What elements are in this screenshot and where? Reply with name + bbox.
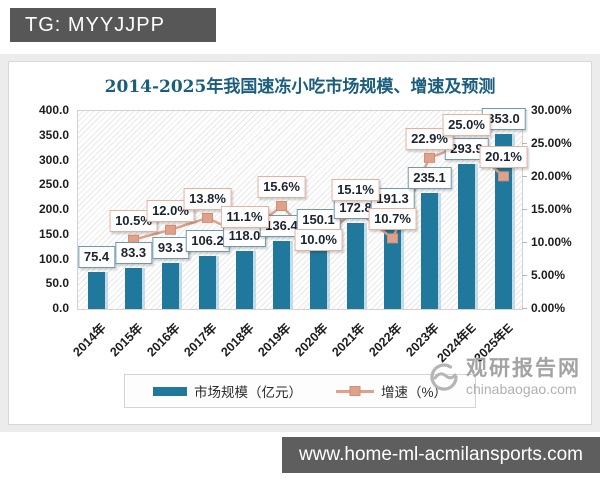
growth-marker	[424, 152, 435, 163]
growth-marker	[387, 233, 398, 244]
market-size-bar	[88, 271, 105, 309]
growth-value-label: 22.9%	[405, 127, 454, 150]
growth-value-label: 13.8%	[183, 187, 232, 210]
legend-label-growth: 增速（%）	[380, 385, 448, 400]
y-axis-right-tick: 30.00%	[531, 103, 572, 117]
y-axis-right-tickmark	[522, 143, 527, 144]
y-axis-left-tick: 200.0	[38, 202, 69, 216]
y-axis-right-tickmark	[522, 176, 527, 177]
market-size-bar	[199, 256, 216, 309]
chart-card: 2014-2025年我国速冻小吃市场规模、增速及预测 75.4 83.3 93.3 1…	[0, 54, 600, 432]
legend-item-growth: 增速（%）	[335, 381, 448, 401]
growth-value-label: 25.0%	[442, 114, 491, 136]
market-size-bar	[162, 262, 179, 309]
market-size-bar	[347, 223, 364, 309]
growth-value-label: 12.0%	[146, 199, 195, 222]
y-axis-right-tickmark	[522, 275, 527, 276]
y-axis-right-tickmark	[522, 242, 527, 243]
bar-value-label: 235.1	[407, 166, 452, 189]
growth-marker	[165, 224, 176, 235]
market-size-bar	[458, 163, 475, 309]
growth-value-label: 11.1%	[220, 205, 269, 228]
growth-value-label: 10.7%	[368, 208, 417, 231]
bar-value-label: 353.0	[481, 108, 526, 131]
y-axis-left-tick: 0.0	[52, 301, 69, 315]
y-axis-left-tick: 350.0	[38, 127, 69, 142]
chart-panel: 2014-2025年我国速冻小吃市场规模、增速及预测 75.4 83.3 93.3 1…	[8, 61, 592, 425]
y-axis-left-tick: 50.0	[45, 276, 69, 291]
y-axis-right-tick: 15.00%	[531, 202, 572, 216]
growth-marker	[276, 201, 287, 212]
bar-series-swatch-icon	[152, 386, 187, 396]
site-url-bar: www.home-ml-acmilansports.com	[282, 437, 600, 473]
line-marker-icon	[349, 386, 361, 396]
y-axis-right-tick: 0.00%	[531, 301, 566, 315]
watermark: 观研报告网 chinabaogao.com	[428, 357, 581, 397]
watermark-domain: chinabaogao.com	[466, 381, 577, 397]
legend: 市场规模（亿元） 增速（%）	[123, 374, 477, 408]
plot-area: 75.4 83.3 93.3 106.2 118.0 136.4 150.1 172.8 191…	[77, 108, 528, 310]
growth-marker	[202, 212, 213, 223]
bar-value-label: 293.9	[444, 137, 489, 160]
market-size-bar	[273, 241, 290, 309]
y-axis-right-tickmark	[522, 209, 527, 210]
growth-value-label: 20.1%	[479, 146, 528, 169]
growth-value-label: 15.1%	[331, 179, 380, 202]
chinabaogao-logo-icon	[430, 363, 458, 391]
market-size-bar	[421, 192, 438, 309]
line-series-swatch-icon	[335, 386, 374, 396]
growth-value-label: 15.6%	[257, 176, 306, 199]
bar-value-label: 93.3	[151, 236, 190, 259]
legend-label-market-size: 市场规模（亿元）	[193, 385, 302, 400]
bar-value-label: 75.4	[77, 245, 116, 268]
y-axis-left-tick: 300.0	[38, 152, 69, 167]
tg-badge: TG: MYYJJPP	[10, 8, 216, 42]
bar-value-label: 106.2	[185, 230, 230, 253]
growth-value-label: 10.0%	[294, 228, 343, 251]
y-axis-right-tick: 5.00%	[531, 268, 566, 282]
watermark-name: 观研报告网	[466, 357, 581, 380]
market-size-bar	[236, 250, 253, 309]
bar-value-label: 118.0	[222, 224, 267, 247]
growth-marker	[498, 171, 509, 182]
bar-value-label: 172.8	[333, 197, 378, 220]
y-axis-right-tick: 25.00%	[531, 136, 572, 150]
legend-item-market-size: 市场规模（亿元）	[152, 381, 302, 401]
chart-title: 2014-2025年我国速冻小吃市场规模、增速及预测	[104, 77, 496, 97]
y-axis-left-tick: 400.0	[38, 103, 69, 117]
bar-value-label: 83.3	[114, 241, 153, 264]
market-size-bar	[125, 267, 142, 309]
y-axis-right-tick: 20.00%	[531, 169, 572, 183]
y-axis-left-tick: 150.0	[38, 226, 69, 241]
growth-value-label: 10.5%	[109, 209, 158, 232]
y-axis-left-tick: 100.0	[38, 251, 69, 266]
market-size-bar	[310, 234, 327, 309]
y-axis-right-tick: 10.00%	[531, 235, 572, 249]
y-axis-left-tick: 250.0	[38, 177, 69, 192]
y-axis-right-tickmark	[522, 308, 527, 309]
watermark-text: 观研报告网 chinabaogao.com	[466, 357, 581, 397]
